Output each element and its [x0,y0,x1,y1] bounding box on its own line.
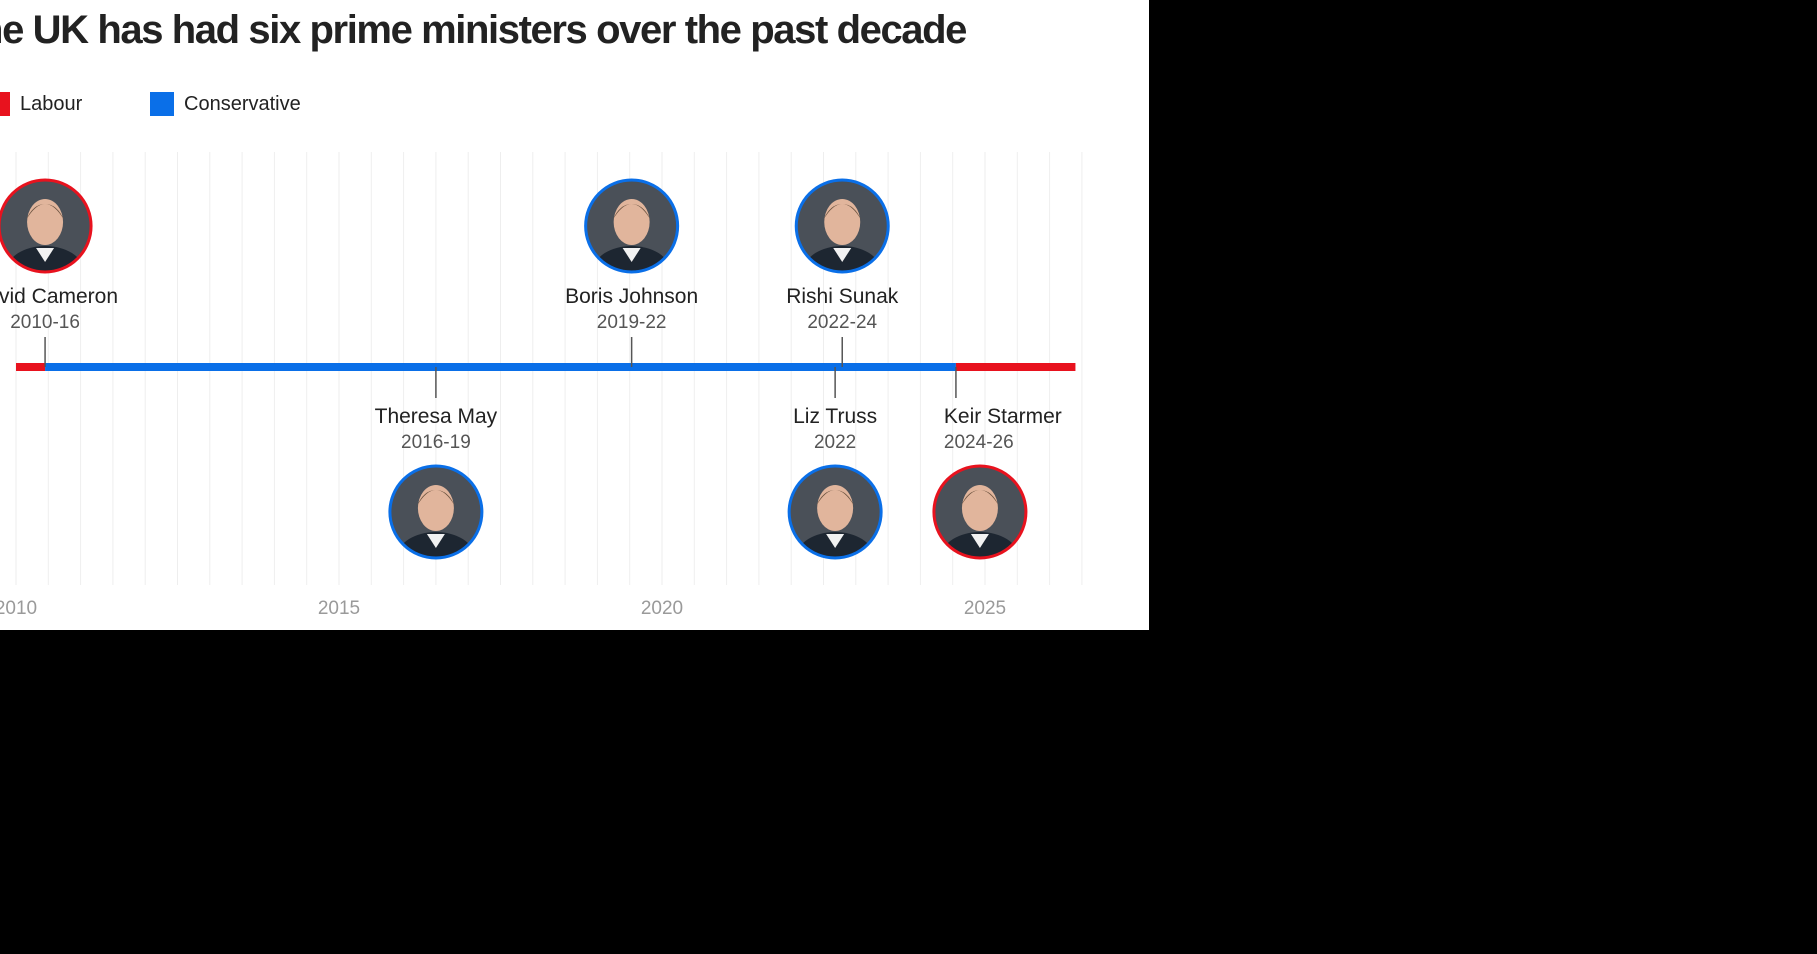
legend-label-conservative: Conservative [184,92,301,115]
pm-term-keir-starmer: 2024-26 [944,432,1014,453]
liz-truss-portrait-icon [787,464,883,560]
timeline-chart: 2010 2015 2020 2025 David Cameron 2010-16 Ther… [0,152,1083,619]
keir-starmer-portrait-icon [932,464,1028,560]
legend-item-conservative: Conservative [150,92,301,116]
axis-label-2025: 2025 [964,598,1006,619]
chart-title: The UK has had six prime ministers over … [0,8,967,52]
pm-name-rishi-sunak: Rishi Sunak [786,285,899,308]
pm-name-theresa-may: Theresa May [375,405,498,428]
david-cameron-portrait-icon [0,178,93,274]
legend-swatch-conservative [150,92,174,116]
legend-item-labour: Labour [0,92,82,116]
axis-label-2010: 2010 [0,598,37,619]
theresa-may-portrait-icon [388,464,484,560]
pm-name-liz-truss: Liz Truss [793,405,877,428]
pm-name-david-cameron: David Cameron [0,285,118,308]
pm-term-rishi-sunak: 2022-24 [807,312,877,333]
legend-swatch-labour [0,92,10,116]
pm-term-liz-truss: 2022 [814,432,856,453]
pm-name-keir-starmer: Keir Starmer [944,405,1062,428]
rishi-sunak-portrait-icon [794,178,890,274]
pm-term-theresa-may: 2016-19 [401,432,471,453]
chart-card: The UK has had six prime ministers over … [0,0,1149,630]
axis-label-2015: 2015 [318,598,360,619]
pm-term-david-cameron: 2010-16 [10,312,80,333]
boris-johnson-portrait-icon [584,178,680,274]
pm-term-boris-johnson: 2019-22 [597,312,667,333]
legend-label-labour: Labour [20,92,83,115]
pm-name-boris-johnson: Boris Johnson [565,285,698,308]
axis-label-2020: 2020 [641,598,683,619]
